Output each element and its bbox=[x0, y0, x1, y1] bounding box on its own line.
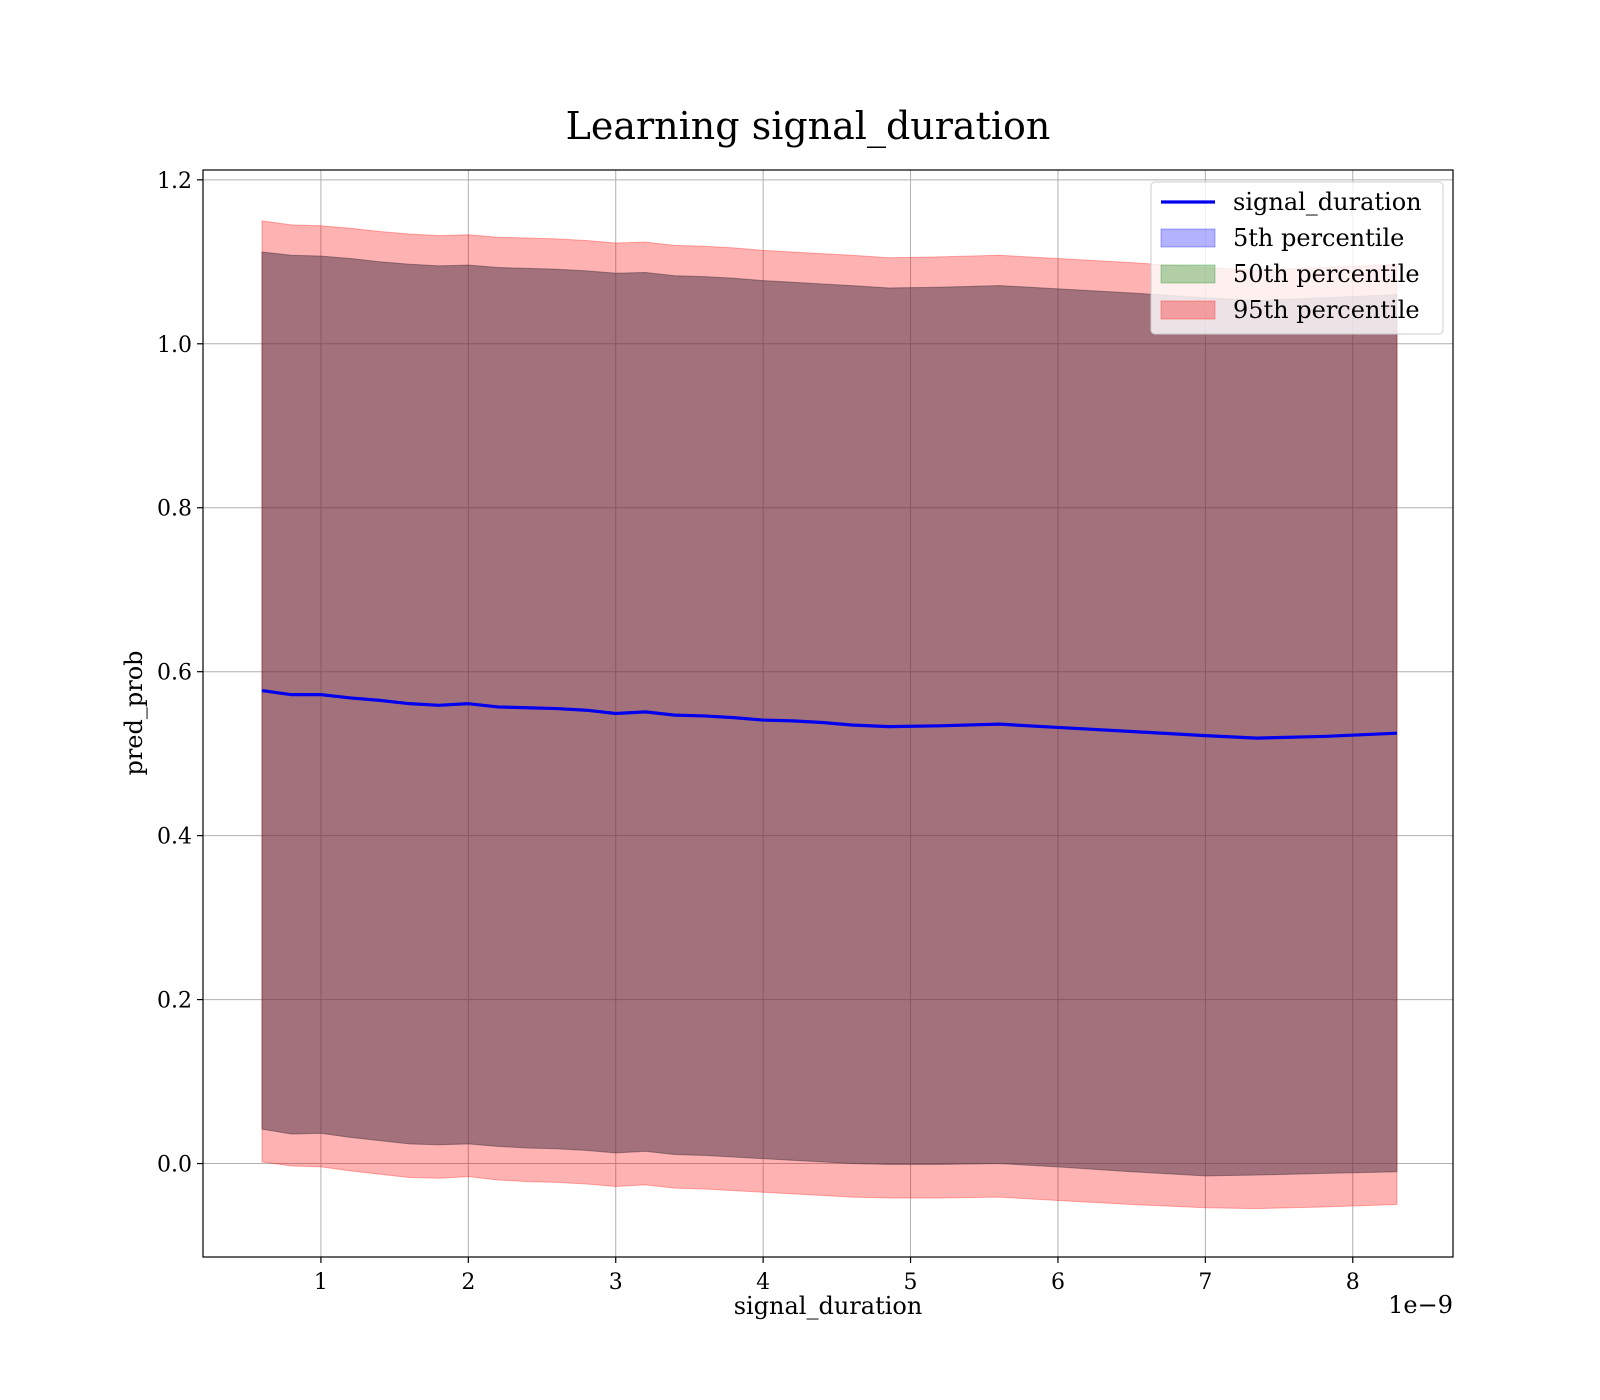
legend-swatch-50th-percentile bbox=[1160, 264, 1216, 284]
x-axis-label: signal_duration bbox=[734, 1292, 923, 1320]
x-tick-label-7: 8 bbox=[1346, 1270, 1360, 1295]
y-tick-label-4: 0.8 bbox=[157, 497, 192, 522]
line-signal-duration bbox=[261, 688, 1398, 740]
x-tick-label-0: 1 bbox=[314, 1270, 328, 1295]
x-tick-label-6: 7 bbox=[1198, 1270, 1212, 1295]
x-tick-label-4: 5 bbox=[904, 1270, 918, 1295]
legend-swatch-95th-percentile bbox=[1160, 300, 1216, 320]
plot-frame bbox=[202, 169, 1454, 1258]
legend-label-95th-percentile: 95th percentile bbox=[1233, 296, 1420, 324]
legend-label-signal-duration: signal_duration bbox=[1233, 188, 1422, 216]
y-tick-label-5: 1.0 bbox=[157, 333, 192, 358]
x-tick-label-1: 2 bbox=[461, 1270, 475, 1295]
y-tick-label-2: 0.4 bbox=[157, 825, 192, 850]
x-tick-label-2: 3 bbox=[609, 1270, 623, 1295]
x-tick-label-3: 4 bbox=[756, 1270, 770, 1295]
x-offset-label: 1e−9 bbox=[1388, 1291, 1453, 1319]
band-95th-percentile bbox=[261, 220, 1398, 1210]
legend-frame bbox=[1150, 181, 1444, 335]
y-tick-label-1: 0.2 bbox=[157, 989, 192, 1014]
y-tick-label-3: 0.6 bbox=[157, 661, 192, 686]
legend-swatch-5th-percentile bbox=[1160, 228, 1216, 248]
legend-label-50th-percentile: 50th percentile bbox=[1233, 260, 1420, 288]
band-50th-percentile bbox=[261, 251, 1398, 1177]
chart-title: Learning signal_duration bbox=[566, 104, 1051, 149]
x-tick-label-5: 6 bbox=[1051, 1270, 1065, 1295]
plot-area bbox=[203, 170, 1453, 1257]
y-tick-label-6: 1.2 bbox=[157, 169, 192, 194]
legend: signal_duration 5th percentile 50th percen… bbox=[1150, 181, 1444, 335]
legend-label-5th-percentile: 5th percentile bbox=[1233, 224, 1404, 252]
axis-ticks: 1 2 3 4 5 6 7 8 0.0 0.2 0.4 0.6 0.8 1.0 1.2 bbox=[157, 169, 1360, 1295]
band-5th-percentile bbox=[261, 251, 1398, 1177]
y-axis-label: pred_prob bbox=[120, 650, 148, 775]
y-tick-label-0: 0.0 bbox=[157, 1153, 192, 1178]
